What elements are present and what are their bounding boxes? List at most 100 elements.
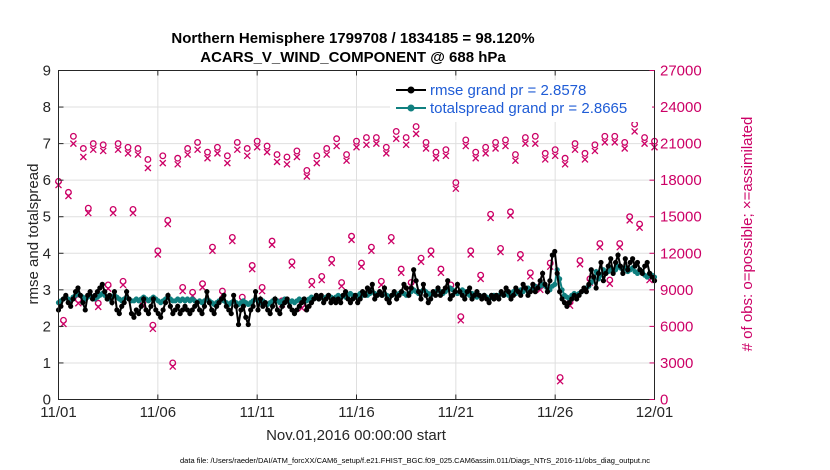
obs-assimilated-stroke xyxy=(526,272,534,280)
obs-assimilated-stroke xyxy=(174,160,182,168)
obs-assimilated-marker xyxy=(199,283,206,291)
totalspread-point xyxy=(634,270,641,276)
obs-assimilated-marker xyxy=(442,152,450,160)
rmse-point xyxy=(625,267,631,273)
rmse-point xyxy=(116,310,122,317)
obs-assimilated-marker xyxy=(228,237,236,245)
rmse-point xyxy=(612,259,619,266)
obs-assimilated-stroke xyxy=(129,209,137,217)
rmse-point xyxy=(109,300,115,306)
rmse-point xyxy=(440,289,446,295)
rmse-point xyxy=(377,289,383,295)
rmse-point xyxy=(408,285,414,291)
rmse-point xyxy=(194,300,200,306)
obs-possible-marker xyxy=(283,153,291,161)
obs-assimilated-stroke xyxy=(343,157,351,165)
obs-assimilated-stroke xyxy=(243,152,251,160)
obs-possible-marker xyxy=(343,151,351,159)
rmse-point xyxy=(184,307,191,313)
obs-possible-marker xyxy=(273,151,281,159)
obs-assimilated-stroke xyxy=(367,247,375,255)
rmse-point xyxy=(430,289,436,295)
obs-possible-marker xyxy=(462,136,470,144)
obs-assimilated-stroke xyxy=(377,281,385,289)
rmse-point xyxy=(328,300,334,306)
rmse-point xyxy=(391,289,397,295)
rmse-point xyxy=(600,278,607,284)
obs-assimilated-stroke xyxy=(64,192,72,200)
rmse-point xyxy=(114,307,120,313)
rmse-point xyxy=(396,292,402,298)
rmse-point xyxy=(549,252,555,258)
obs-assimilated-marker xyxy=(358,263,365,271)
obs-assimilated-marker xyxy=(551,152,559,160)
obs-assimilated-marker xyxy=(482,149,490,157)
rmse-point xyxy=(447,296,453,302)
obs-possible-marker xyxy=(204,148,211,156)
rmse-point xyxy=(586,281,592,287)
obs-assimilated-marker xyxy=(581,155,589,163)
chart-title-line1: Northern Hemisphere 1799708 / 1834185 = … xyxy=(171,30,534,47)
obs-assimilated-marker xyxy=(556,377,564,385)
obs-assimilated-stroke xyxy=(452,185,460,193)
y-axis-label: rmse and totalspread xyxy=(25,164,42,305)
rmse-point xyxy=(308,300,315,306)
rmse-point xyxy=(369,281,375,287)
x-tick-label: 11/06 xyxy=(140,404,176,421)
obs-assimilated-stroke xyxy=(119,281,127,289)
y-tick-label: 7 xyxy=(43,136,51,153)
obs-assimilated-stroke xyxy=(536,286,544,294)
obs-assimilated-stroke xyxy=(571,146,579,154)
rmse-point xyxy=(425,300,431,306)
rmse-point xyxy=(350,296,356,302)
rmse-point xyxy=(187,310,193,317)
rmse-point xyxy=(501,292,507,298)
obs-assimilated-marker xyxy=(204,154,211,162)
obs-assimilated-marker xyxy=(213,149,221,157)
obs-possible-marker xyxy=(213,143,221,151)
obs-assimilated-marker xyxy=(516,254,524,262)
rmse-point xyxy=(452,289,458,295)
obs-assimilated-stroke xyxy=(358,263,365,271)
rmse-point xyxy=(583,289,589,295)
right-tick-label: 0 xyxy=(660,392,668,409)
rmse-point xyxy=(432,292,439,298)
obs-assimilated-marker xyxy=(531,140,539,148)
obs-assimilated-stroke xyxy=(338,282,346,290)
x-tick-label: 11/11 xyxy=(240,404,275,421)
obs-assimilated-marker xyxy=(382,149,390,157)
obs-possible-marker xyxy=(631,120,639,128)
rmse-point xyxy=(158,314,164,320)
obs-assimilated-stroke xyxy=(333,142,341,150)
rmse-point xyxy=(284,296,290,302)
legend: rmse grand pr = 2.8578 totalspread grand… xyxy=(390,80,652,122)
rmse-point xyxy=(102,289,108,295)
obs-assimilated-marker xyxy=(328,259,336,267)
obs-assimilated-marker xyxy=(621,145,629,152)
obs-assimilated-stroke xyxy=(134,151,142,159)
right-tick-label: 21000 xyxy=(660,136,702,153)
obs-assimilated-marker xyxy=(472,154,480,162)
rmse-point xyxy=(428,296,434,302)
obs-possible-marker xyxy=(412,123,420,131)
rmse-point xyxy=(527,289,534,295)
obs-assimilated-marker xyxy=(502,142,509,150)
rmse-point xyxy=(513,285,519,291)
chart-title-line2: ACARS_V_WIND_COMPONENT @ 688 hPa xyxy=(200,49,506,66)
rmse-point xyxy=(413,278,419,284)
obs-assimilated-marker xyxy=(288,262,296,269)
rmse-point xyxy=(632,263,638,269)
rmse-point xyxy=(282,300,288,306)
rmse-point xyxy=(338,300,344,306)
obs-assimilated-stroke xyxy=(194,146,202,154)
obs-assimilated-stroke xyxy=(382,149,390,157)
rmse-point xyxy=(291,310,298,317)
obs-assimilated-stroke xyxy=(288,262,296,269)
right-tick-label: 12000 xyxy=(660,245,702,262)
obs-assimilated-stroke xyxy=(263,148,271,156)
obs-assimilated-stroke xyxy=(636,224,644,232)
obs-assimilated-marker xyxy=(74,299,82,307)
rmse-point xyxy=(357,296,363,302)
rmse-point xyxy=(255,307,261,313)
